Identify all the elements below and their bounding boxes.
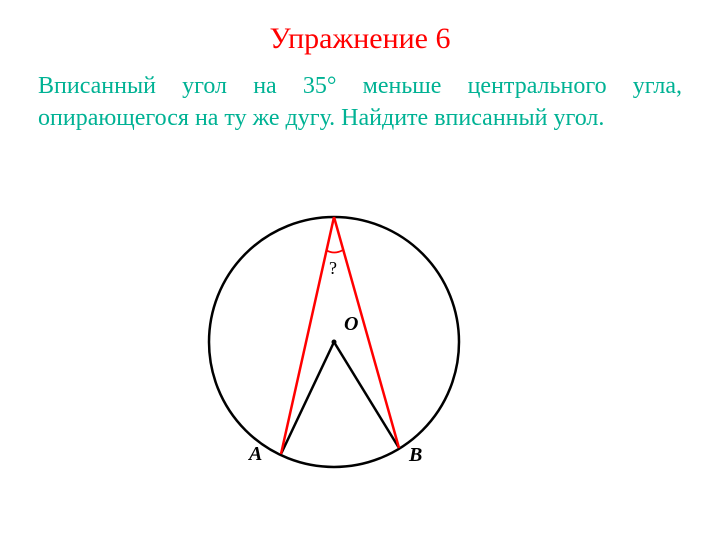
problem-statement: Вписанный угол на 35° меньше центральног… bbox=[0, 56, 720, 135]
exercise-title: Упражнение 6 bbox=[0, 0, 720, 56]
svg-text:?: ? bbox=[329, 258, 337, 278]
svg-text:A: A bbox=[247, 443, 262, 465]
geometry-diagram: ?COAB bbox=[189, 192, 489, 497]
circle-diagram-svg: ?COAB bbox=[189, 192, 489, 492]
svg-text:B: B bbox=[408, 444, 422, 466]
svg-text:O: O bbox=[344, 313, 358, 335]
